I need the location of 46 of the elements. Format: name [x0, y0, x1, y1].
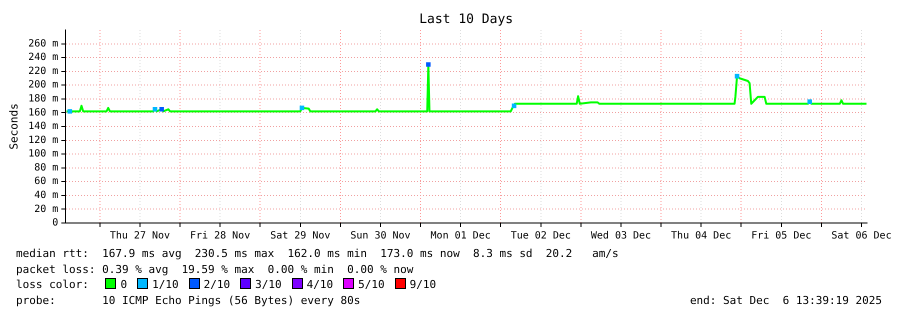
legend-label: 9/10 [410, 278, 436, 291]
y-tick-label: 240 m [28, 52, 58, 64]
y-axis-title: Seconds [7, 103, 20, 150]
y-tick-label: 180 m [28, 94, 58, 105]
x-tick-label: Wed 03 Dec [590, 230, 652, 242]
x-tick-label: Thu 27 Nov [110, 230, 170, 242]
x-tick-label: Sun 30 Nov [350, 230, 411, 242]
y-tick-label: 220 m [28, 66, 58, 77]
x-tick-label: Tue 02 Dec [510, 230, 571, 242]
x-tick-label: Mon 01 Dec [430, 230, 491, 242]
point [300, 106, 304, 110]
chart-title: Last 10 Days [419, 12, 514, 27]
y-tick-label: 80 m [34, 162, 58, 174]
legend-label: 5/10 [358, 278, 385, 291]
legend-label: 3/10 [255, 278, 282, 291]
legend-label: 4/10 [306, 278, 334, 291]
point [426, 62, 431, 67]
legend-label: 0 [120, 278, 128, 291]
x-tick-label: Sat 29 Nov [270, 230, 330, 242]
text: end: Sat Dec 6 13:39:19 2025 [690, 292, 882, 308]
point [159, 107, 164, 112]
x-tick-label: Sat 06 Dec [831, 230, 892, 242]
legend-label: 2/10 [204, 278, 230, 291]
text: packet loss: 0.39 % avg 19.59 % max 0.00 % min 0.00 % now [16, 262, 414, 277]
y-tick-label: 160 m [28, 107, 58, 118]
y-tick-label: 60 m [34, 176, 58, 188]
legend-label: 1/10 [152, 278, 179, 291]
y-tick-label: 40 m [34, 190, 58, 202]
x-tick-label: Fri 28 Nov [190, 230, 250, 242]
y-tick-label: 120 m [28, 134, 58, 146]
point [152, 107, 158, 112]
y-tick-label: 20 m [34, 204, 58, 215]
point [68, 109, 72, 114]
y-tick-label: 100 m [28, 148, 58, 160]
x-tick-label: Thu 04 Dec [671, 230, 732, 242]
text: median rtt: 167.9 ms avg 230.5 ms max 162.0 ms min 173.0 ms now 8.3 ms sd 20.2 am/s [16, 246, 620, 262]
point [512, 104, 516, 108]
text: probe: 10 ICMP Echo Pings (56 Bytes) every 80s [16, 294, 360, 306]
point [734, 74, 740, 78]
y-tick-label: 140 m [28, 121, 58, 132]
y-tick-label: 200 m [28, 80, 58, 91]
y-tick-label: 0 [52, 218, 58, 229]
y-tick-label: 260 m [28, 38, 58, 50]
point [807, 99, 812, 104]
x-tick-label: Fri 05 Dec [751, 230, 812, 242]
legend-title: loss color: [16, 278, 90, 291]
